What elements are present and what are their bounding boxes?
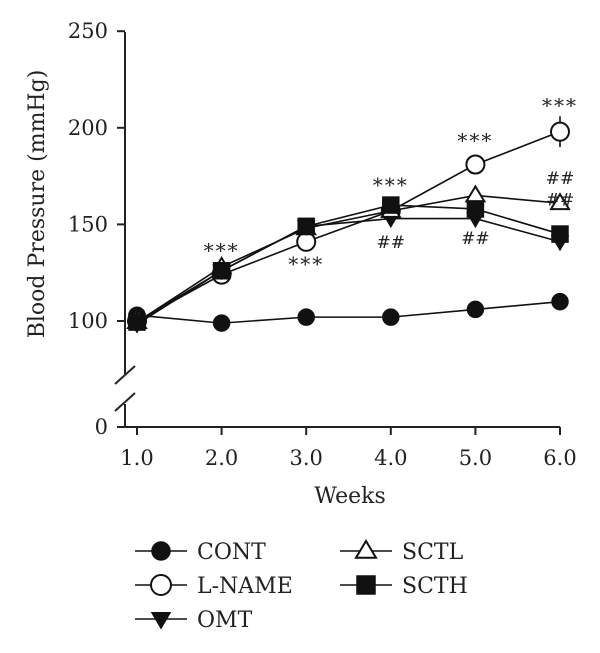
legend: CONT L-NAME OMT SCTL SCTH [135,539,468,633]
legend-item-l-name: L-NAME [135,574,293,599]
legend-label: CONT [197,540,266,565]
y-tick-label: 0 [95,415,108,439]
axis-break-mark-upper [114,365,136,385]
data-point-cont [297,308,315,326]
hash-annotation: ## [546,169,575,189]
asterisk-annotation: *** [542,94,578,118]
asterisk-annotation: *** [288,252,324,276]
hash-annotation: ## [377,233,406,253]
data-point-scth [212,262,231,280]
legend-marker [354,539,378,559]
legend-marker [356,575,376,595]
data-point-scth [551,225,569,243]
y-tick-labels: 250 200 150 100 0 [68,19,108,439]
legend-marker [150,574,172,596]
legend-marker [151,541,171,561]
data-point-scth [466,200,485,218]
x-tick-label: 2.0 [205,446,238,470]
significance-annotations: *********##***##***#### [204,94,578,276]
data-point-scth [382,196,400,214]
legend-item-omt: OMT [135,608,253,633]
legend-label: L-NAME [197,574,293,599]
series-line-scth [136,204,561,323]
data-point-sctl [549,192,571,211]
axes [114,30,561,435]
series-layer [126,116,571,334]
legend-label: SCTL [402,540,464,565]
legend-item-sctl: SCTL [340,539,464,565]
x-tick-label: 6.0 [543,446,576,470]
y-axis-label: Blood Pressure (mmHg) [25,70,50,339]
axis-break-mark-lower [114,392,136,412]
legend-marker [150,611,172,630]
x-tick-label: 3.0 [289,446,322,470]
hash-annotation: ## [461,229,490,249]
series-line-l-name [136,130,561,322]
series-line-omt [136,217,561,325]
legend-label: OMT [197,608,253,633]
data-point-cont [466,300,485,319]
x-tick-labels: 1.0 2.0 3.0 4.0 5.0 6.0 [120,446,576,470]
y-tick-label: 250 [68,19,108,43]
data-point-scth [297,217,315,236]
asterisk-annotation: *** [373,173,409,197]
asterisk-annotation: *** [204,239,240,263]
series-cont [128,292,569,332]
legend-item-cont: CONT [135,540,266,565]
x-axis-label: Weeks [314,484,385,509]
series-line-cont [136,300,561,324]
data-point-cont [212,314,231,332]
series-omt [127,212,570,334]
hash-annotation: ## [546,190,575,210]
series-scth [128,196,569,331]
data-point-l-name [550,121,570,142]
data-point-cont [551,292,569,311]
data-point-cont [382,308,400,326]
series-line-sctl [136,194,561,323]
data-point-scth [128,313,146,331]
y-tick-label: 100 [68,309,108,333]
x-tick-label: 5.0 [459,446,492,470]
data-point-sctl [464,184,487,203]
asterisk-annotation: *** [457,128,493,152]
data-point-l-name [465,154,486,175]
y-tick-label: 150 [68,212,108,236]
legend-label: SCTH [402,574,468,599]
legend-item-scth: SCTH [340,574,468,599]
x-tick-label: 4.0 [374,446,407,470]
x-tick-label: 1.0 [120,446,153,470]
y-tick-label: 200 [68,116,108,140]
